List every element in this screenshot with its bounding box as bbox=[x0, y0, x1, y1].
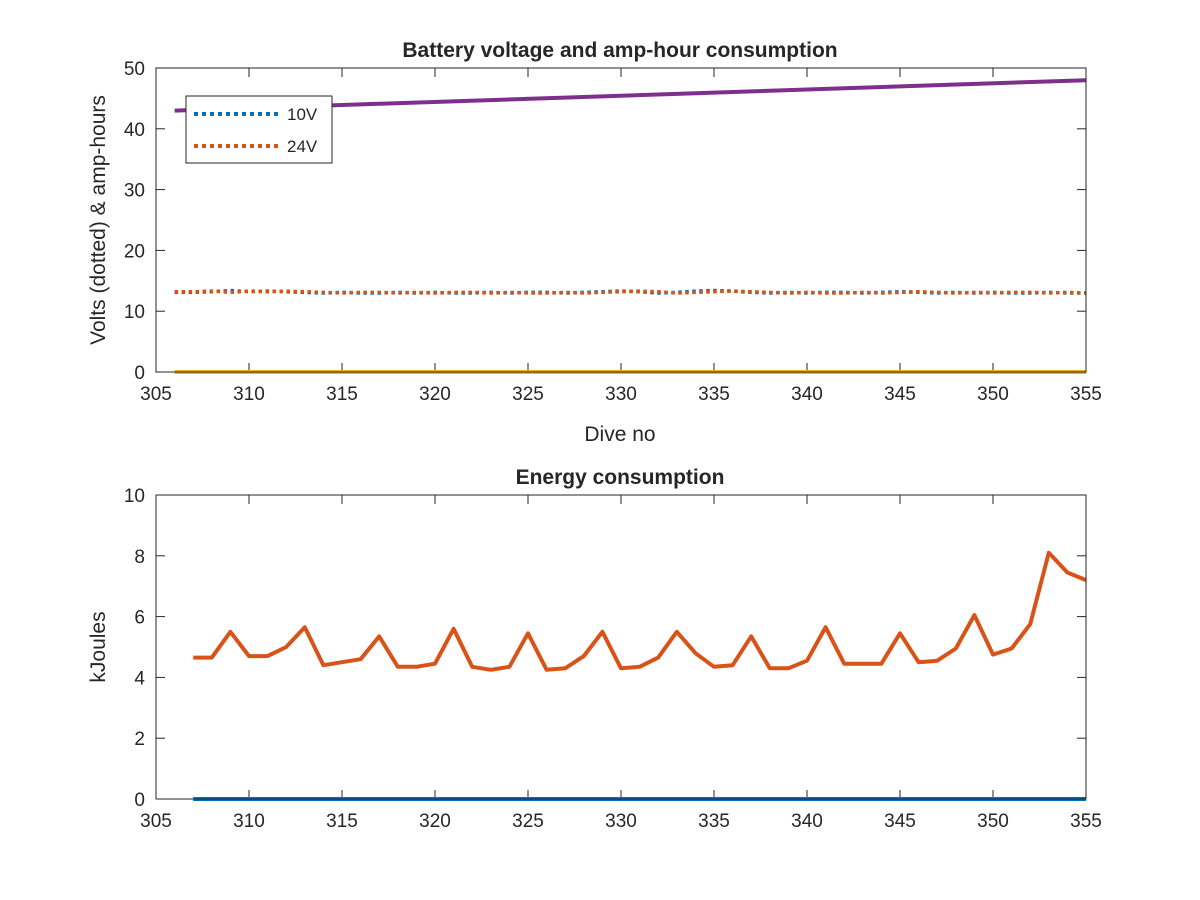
x-tick-label: 355 bbox=[1070, 384, 1102, 405]
x-tick-label: 325 bbox=[512, 384, 544, 405]
x-tick-label: 350 bbox=[977, 811, 1009, 832]
bottom-plot-frame bbox=[155, 494, 1087, 800]
x-tick-label: 345 bbox=[884, 384, 916, 405]
top-plot-frame bbox=[155, 67, 1087, 373]
bottom-series-line-1 bbox=[193, 550, 1087, 672]
x-tick-label: 330 bbox=[605, 384, 637, 405]
y-tick-label: 10 bbox=[124, 302, 145, 323]
x-tick-label: 335 bbox=[698, 811, 730, 832]
y-tick-label: 40 bbox=[124, 120, 145, 141]
x-tick-label: 350 bbox=[977, 384, 1009, 405]
bottom-chart-ylabel: kJoules bbox=[87, 611, 110, 682]
x-tick-label: 305 bbox=[140, 811, 172, 832]
y-tick-label: 8 bbox=[134, 547, 145, 568]
legend-label-10v: 10V bbox=[287, 105, 318, 124]
energy-subplot: Energy consumption kJoules 305 310 315 320 3… bbox=[87, 466, 1102, 832]
y-tick-label: 50 bbox=[124, 59, 145, 80]
y-tick-label: 6 bbox=[134, 608, 145, 629]
x-tick-label: 355 bbox=[1070, 811, 1102, 832]
bottom-chart-title: Energy consumption bbox=[516, 466, 725, 489]
legend-box bbox=[185, 95, 333, 164]
top-chart-xlabel: Dive no bbox=[584, 423, 655, 446]
top-chart-ticks: 305 310 315 320 325 330 335 340 345 350 355 0 10 20 30… bbox=[124, 59, 1102, 405]
x-tick-label: 315 bbox=[326, 811, 358, 832]
top-chart-legend: 10V 24V bbox=[185, 95, 333, 164]
y-tick-label: 4 bbox=[134, 668, 145, 689]
x-tick-label: 340 bbox=[791, 384, 823, 405]
top-chart-title: Battery voltage and amp-hour consumption bbox=[402, 39, 837, 62]
y-tick-label: 10 bbox=[124, 486, 145, 507]
bottom-plot-area bbox=[156, 495, 1086, 799]
y-tick-label: 30 bbox=[124, 181, 145, 202]
top-chart-ylabel: Volts (dotted) & amp-hours bbox=[87, 95, 110, 345]
x-tick-label: 305 bbox=[140, 384, 172, 405]
x-tick-label: 325 bbox=[512, 811, 544, 832]
x-tick-label: 340 bbox=[791, 811, 823, 832]
x-tick-label: 320 bbox=[419, 811, 451, 832]
legend-label-24v: 24V bbox=[287, 137, 318, 156]
x-tick-label: 310 bbox=[233, 384, 265, 405]
x-tick-label: 335 bbox=[698, 384, 730, 405]
y-tick-label: 0 bbox=[134, 363, 145, 384]
y-tick-label: 20 bbox=[124, 241, 145, 262]
x-tick-label: 310 bbox=[233, 811, 265, 832]
x-tick-label: 320 bbox=[419, 384, 451, 405]
y-tick-label: 2 bbox=[134, 729, 145, 750]
voltage-amphour-subplot: Battery voltage and amp-hour consumption… bbox=[87, 39, 1102, 446]
x-tick-label: 345 bbox=[884, 811, 916, 832]
x-tick-label: 315 bbox=[326, 384, 358, 405]
y-tick-label: 0 bbox=[134, 790, 145, 811]
x-tick-label: 330 bbox=[605, 811, 637, 832]
top-series-line-24v bbox=[174, 289, 1087, 295]
